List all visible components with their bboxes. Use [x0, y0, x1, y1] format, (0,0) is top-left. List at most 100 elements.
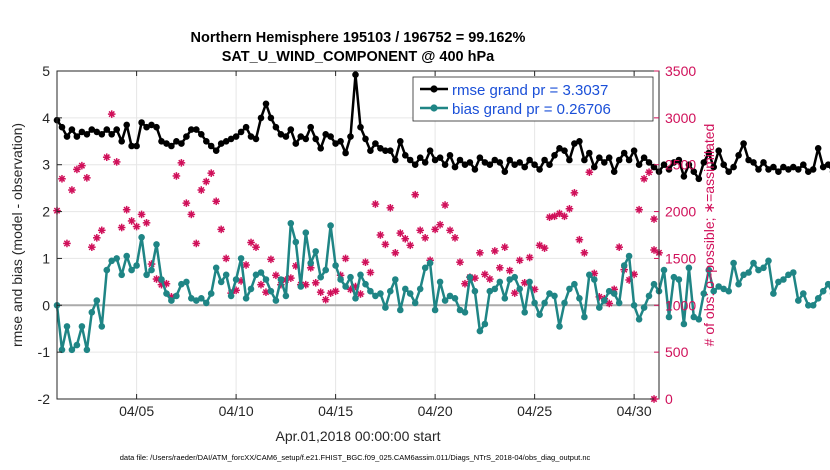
bias-point: [765, 257, 772, 265]
rmse-point: [347, 133, 354, 140]
obs-assimilated-marker: [212, 197, 221, 206]
obs-marker-stroke: [501, 243, 508, 251]
obs-assimilated-marker: [177, 159, 186, 167]
rmse-point: [471, 166, 479, 173]
bias-point: [103, 266, 111, 274]
rmse-point: [123, 121, 130, 129]
rmse-point: [705, 149, 713, 157]
obs-marker-stroke: [392, 249, 399, 256]
obs-marker-stroke: [193, 240, 200, 247]
obs-assimilated-marker: [117, 223, 126, 232]
bias-point: [421, 264, 429, 272]
obs-assimilated-marker: [142, 219, 151, 227]
rmse-point: [193, 126, 200, 133]
obs-assimilated-marker: [575, 235, 584, 244]
rmse-point: [451, 163, 459, 171]
obs-assimilated-marker: [481, 270, 489, 279]
bias-point: [342, 283, 349, 290]
bias-point: [312, 248, 320, 255]
bias-point: [476, 327, 484, 335]
rmse-point: [601, 159, 608, 166]
rmse-point: [203, 138, 210, 145]
obs-marker-stroke: [511, 289, 518, 297]
rmse-point: [670, 159, 678, 166]
bias-point: [720, 285, 727, 293]
obs-assimilated-marker: [461, 279, 469, 288]
obs-marker-stroke: [272, 272, 280, 279]
rmse-point: [824, 161, 830, 168]
bias-point: [735, 280, 742, 288]
rmse-point: [700, 159, 708, 166]
bias-point: [237, 255, 245, 262]
bias-point: [178, 280, 185, 288]
rmse-point: [173, 138, 180, 145]
bias-point: [446, 292, 454, 300]
bias-point: [292, 238, 300, 246]
obs-assimilated-marker: [446, 226, 454, 235]
obs-marker-stroke: [407, 242, 414, 249]
obs-assimilated-marker: [500, 243, 509, 251]
obs-assimilated-marker: [78, 161, 86, 170]
bias-point: [695, 316, 703, 323]
obs-marker-stroke: [188, 211, 195, 218]
rmse-point: [227, 135, 235, 143]
bias-point: [690, 313, 698, 321]
bias-point: [750, 259, 757, 267]
bias-point: [591, 276, 598, 283]
bias-point: [705, 266, 713, 274]
bias-point: [402, 285, 409, 293]
obs-assimilated-marker: [321, 295, 330, 304]
bias-point: [620, 262, 628, 269]
obs-assimilated-marker: [187, 210, 196, 219]
rmse-point: [795, 166, 802, 173]
bias-point: [332, 262, 339, 269]
rmse-point: [710, 163, 717, 171]
obs-marker-stroke: [586, 169, 593, 176]
rmse-point: [98, 131, 106, 138]
rmse-point: [780, 163, 787, 171]
obs-assimilated-marker: [222, 254, 230, 263]
bias-point: [252, 271, 260, 279]
rmse-point: [128, 142, 135, 150]
bias-point: [566, 285, 573, 293]
bias-point: [198, 295, 205, 302]
rmse-point: [163, 140, 170, 147]
bias-point: [108, 257, 115, 265]
obs-marker-stroke: [73, 166, 81, 173]
rmse-point: [362, 135, 369, 143]
rmse-point: [402, 152, 409, 159]
bias-point: [456, 306, 464, 314]
obs-marker-stroke: [431, 226, 439, 233]
rmse-point: [630, 147, 638, 154]
legend: rmse grand pr = 3.3037 bias grand pr = 0…: [412, 76, 654, 122]
bias-point: [337, 276, 344, 283]
x-tick-label: 04/15: [318, 403, 353, 419]
legend-rmse-label: rmse grand pr = 3.3037: [452, 82, 608, 99]
rmse-point: [615, 156, 623, 164]
rmse-point: [272, 123, 280, 131]
obs-marker-stroke: [476, 249, 484, 256]
bias-point: [372, 292, 379, 300]
obs-marker-stroke: [397, 229, 404, 237]
rmse-point: [188, 126, 195, 133]
bias-point: [814, 295, 822, 302]
rmse-point: [411, 161, 419, 168]
bias-point: [551, 292, 558, 300]
rmse-point: [640, 154, 648, 161]
obs-marker-stroke: [650, 246, 658, 254]
rmse-point: [660, 161, 668, 168]
bias-point: [78, 323, 86, 330]
obs-marker-stroke: [63, 240, 71, 247]
rmse-point: [322, 131, 330, 138]
axes: 04/05 04/10 04/15 04/20 04/25 04/30 -2 -1 0 1 2 3 4 5…: [38, 63, 697, 419]
rmse-point: [571, 140, 578, 147]
obs-marker-stroke: [198, 186, 205, 194]
obs-marker-stroke: [382, 241, 389, 248]
bias-point: [615, 299, 623, 307]
rmse-point: [377, 145, 384, 152]
rmse-point: [526, 156, 533, 164]
obs-assimilated-marker: [505, 266, 514, 275]
bias-point: [715, 283, 722, 290]
obs-marker-stroke: [252, 243, 260, 251]
rmse-point: [232, 133, 240, 140]
